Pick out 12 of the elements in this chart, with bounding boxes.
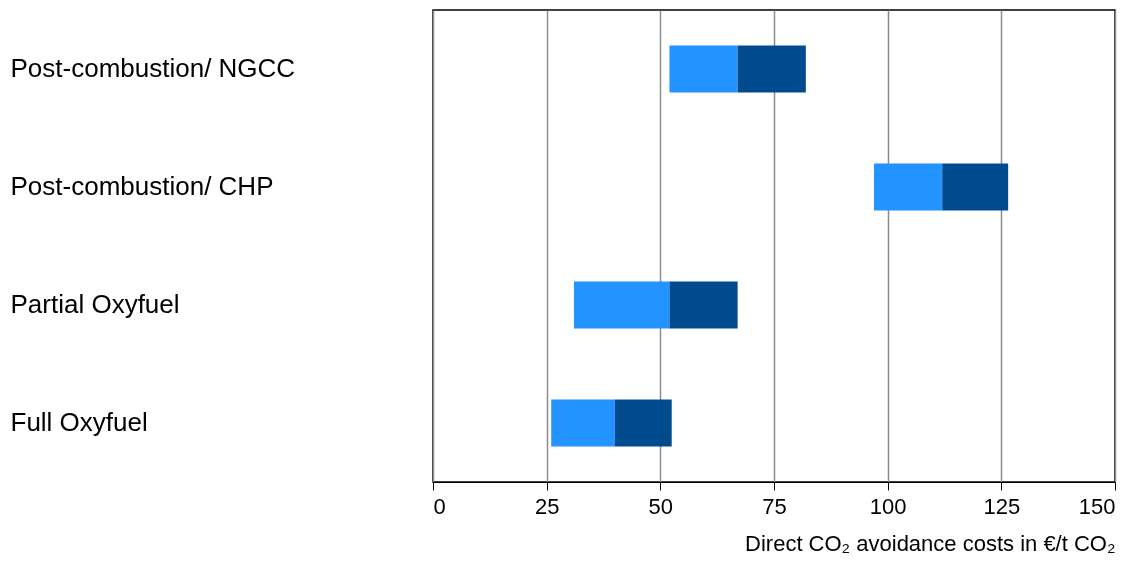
y-tick-label: Post-combustion/ CHP [10, 171, 274, 201]
x-tick-label: 100 [869, 493, 907, 519]
x-tick-label: 125 [983, 493, 1021, 519]
y-tick-label: Post-combustion/ NGCC [10, 53, 296, 83]
x-tick-label: 50 [648, 493, 674, 519]
y-tick-label: Full Oxyfuel [10, 407, 148, 437]
x-tick-label: 75 [762, 493, 787, 519]
x-tick-label: 0 [433, 493, 446, 519]
y-tick-label: Partial Oxyfuel [10, 289, 180, 319]
x-axis-title: Direct CO₂ avoidance costs in €/t CO₂ [745, 530, 1116, 556]
x-tick-label: 150 [1078, 493, 1116, 519]
x-tick-label: 25 [534, 493, 560, 519]
